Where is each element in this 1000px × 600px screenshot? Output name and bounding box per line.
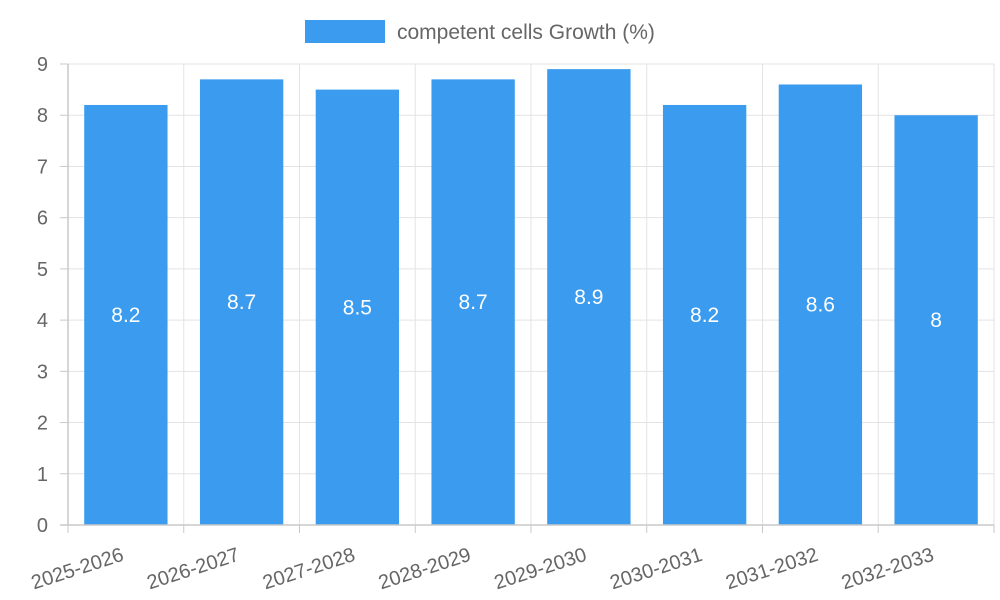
data-label: 8.2 <box>690 304 719 327</box>
data-label: 8.5 <box>343 296 372 319</box>
legend[interactable]: competent cells Growth (%) <box>305 20 655 44</box>
x-tick-label: 2029-2030 <box>492 544 590 594</box>
bar[interactable] <box>778 84 863 525</box>
data-label: 8.2 <box>111 304 140 327</box>
x-tick-label: 2025-2026 <box>29 544 127 594</box>
x-tick-label: 2028-2029 <box>376 544 474 594</box>
bars <box>84 69 978 525</box>
data-label: 8.7 <box>459 291 488 314</box>
axes <box>60 63 995 533</box>
bar[interactable] <box>199 79 284 525</box>
legend-swatch <box>305 20 385 43</box>
y-tick-label: 6 <box>37 208 48 230</box>
bar[interactable] <box>431 79 515 525</box>
bar[interactable] <box>894 115 978 525</box>
data-label: 8.9 <box>574 286 603 309</box>
y-tick-label: 5 <box>37 259 48 281</box>
legend-label: competent cells Growth (%) <box>397 21 655 44</box>
y-tick-label: 2 <box>37 413 48 435</box>
x-tick-label: 2027-2028 <box>260 544 358 594</box>
data-label: 8.7 <box>227 291 256 314</box>
y-tick-label: 3 <box>37 361 48 383</box>
y-tick-label: 1 <box>37 464 48 486</box>
x-tick-label: 2032-2033 <box>839 544 937 594</box>
bar[interactable] <box>315 89 400 525</box>
data-label: 8 <box>930 309 942 332</box>
x-axis-tick-labels: 2025-2026 2026-2027 2027-2028 2028-2029 2029… <box>29 544 937 594</box>
y-tick-label: 9 <box>37 54 48 76</box>
data-labels: 8.2 8.7 8.5 8.7 8.9 8.2 8.6 8 <box>111 286 942 332</box>
x-tick-label: 2026-2027 <box>144 544 242 594</box>
x-tick-label: 2030-2031 <box>607 544 705 594</box>
bar[interactable] <box>84 104 168 525</box>
y-tick-label: 7 <box>37 156 48 178</box>
x-tick-label: 2031-2032 <box>723 544 821 594</box>
y-tick-label: 4 <box>37 310 48 332</box>
y-tick-label: 8 <box>37 105 48 127</box>
bar[interactable] <box>547 69 631 525</box>
bar[interactable] <box>662 104 747 525</box>
data-label: 8.6 <box>806 294 835 317</box>
y-axis-tick-labels: 0 1 2 3 4 5 6 7 8 9 <box>37 54 48 537</box>
y-tick-label: 0 <box>37 515 48 537</box>
